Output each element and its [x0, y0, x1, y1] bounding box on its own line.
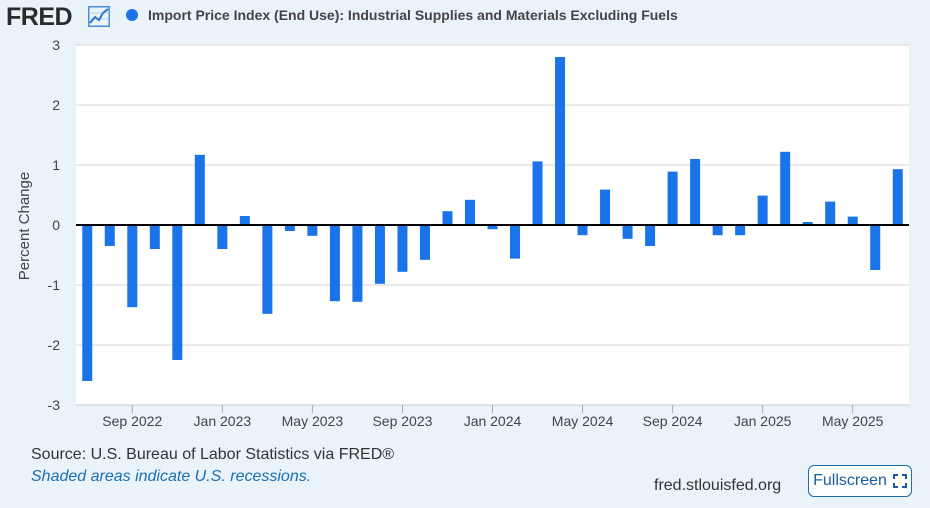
y-tick-label: 1 [52, 157, 60, 173]
bar[interactable] [577, 225, 588, 236]
bar[interactable] [397, 225, 408, 272]
bar[interactable] [780, 151, 791, 225]
bar[interactable] [555, 57, 566, 225]
y-tick-label: 2 [52, 97, 60, 113]
bar[interactable] [825, 201, 836, 225]
bar[interactable] [757, 195, 768, 225]
bar[interactable] [217, 225, 228, 249]
bar[interactable] [690, 159, 701, 225]
recession-note: Shaded areas indicate U.S. recessions. [31, 468, 312, 485]
bar[interactable] [149, 225, 160, 249]
legend-series-label[interactable]: Import Price Index (End Use): Industrial… [148, 7, 678, 23]
bar[interactable] [307, 225, 318, 236]
bar[interactable] [172, 225, 183, 360]
bar[interactable] [870, 225, 881, 270]
bar[interactable] [645, 225, 656, 246]
x-tick-label: Sep 2024 [643, 413, 703, 429]
y-axis-label: Percent Change [16, 172, 33, 280]
bar[interactable] [712, 225, 723, 236]
bar[interactable] [329, 225, 340, 302]
bar[interactable] [262, 225, 273, 314]
x-tick-label: May 2025 [822, 413, 884, 429]
fullscreen-label: Fullscreen [813, 472, 887, 489]
bar[interactable] [104, 225, 115, 246]
bar[interactable] [239, 216, 250, 225]
x-tick-label: Sep 2022 [102, 413, 162, 429]
x-tick-label: Jan 2024 [464, 413, 522, 429]
bar[interactable] [802, 222, 813, 225]
y-tick-label: -1 [48, 277, 61, 293]
x-tick-label: Jan 2023 [194, 413, 252, 429]
chart-header: FRED Import Price Index (End Use): Indus… [0, 0, 930, 34]
fred-logo[interactable]: FRED [6, 3, 73, 31]
bar[interactable] [419, 225, 430, 260]
bar[interactable] [487, 225, 498, 230]
bar[interactable] [622, 225, 633, 239]
y-tick-label: -3 [48, 397, 61, 413]
x-axis-ticks: Sep 2022 Jan 2023 May 2023 Sep 2023 Jan 2024… [76, 404, 909, 429]
bar[interactable] [600, 189, 611, 225]
y-tick-label: 3 [52, 37, 60, 53]
bar[interactable] [667, 171, 678, 225]
bar[interactable] [510, 225, 521, 259]
site-link[interactable]: fred.stlouisfed.org [654, 477, 782, 494]
bar[interactable] [374, 225, 385, 284]
bar[interactable] [532, 161, 543, 225]
fullscreen-button[interactable]: Fullscreen [808, 465, 912, 497]
source-note: Source: U.S. Bureau of Labor Statistics … [31, 446, 395, 463]
bar[interactable] [194, 154, 205, 225]
bar[interactable] [352, 225, 363, 302]
x-tick-label: Sep 2023 [372, 413, 432, 429]
bar[interactable] [847, 216, 858, 225]
bar[interactable] [127, 225, 138, 308]
x-tick-label: Jan 2025 [734, 413, 792, 429]
expand-icon [892, 474, 907, 488]
x-tick-label: May 2023 [282, 413, 344, 429]
y-tick-label: 0 [52, 217, 60, 233]
bar[interactable] [735, 225, 746, 236]
bar[interactable] [442, 211, 453, 225]
bar[interactable] [284, 225, 295, 231]
y-axis-ticks: 3 2 1 0 -1 -2 -3 [48, 37, 61, 413]
y-tick-label: -2 [48, 337, 61, 353]
graph-icon [88, 6, 110, 27]
bar[interactable] [892, 169, 903, 225]
legend-marker [126, 9, 138, 21]
bar[interactable] [464, 199, 475, 225]
bar[interactable] [82, 225, 93, 381]
x-tick-label: May 2024 [552, 413, 614, 429]
bar-series [76, 57, 909, 381]
